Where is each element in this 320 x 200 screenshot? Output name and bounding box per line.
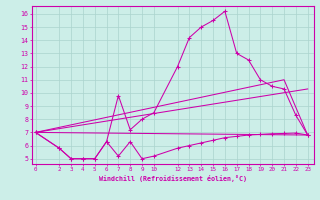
- X-axis label: Windchill (Refroidissement éolien,°C): Windchill (Refroidissement éolien,°C): [99, 175, 247, 182]
